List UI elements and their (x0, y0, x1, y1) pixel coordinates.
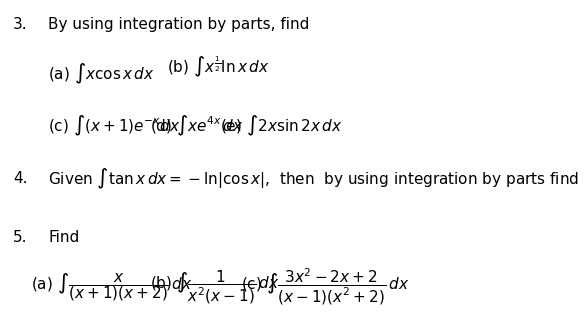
Text: (d) $\int xe^{4x}\, dx$: (d) $\int xe^{4x}\, dx$ (150, 114, 244, 138)
Text: (c) $\int (x+1)e^{-x}dx$: (c) $\int (x+1)e^{-x}dx$ (48, 114, 181, 138)
Text: 4.: 4. (14, 171, 28, 186)
Text: (b) $\int x^{\frac{1}{2}}\ln x\, dx$: (b) $\int x^{\frac{1}{2}}\ln x\, dx$ (167, 55, 270, 80)
Text: Find: Find (48, 230, 79, 245)
Text: By using integration by parts, find: By using integration by parts, find (48, 17, 309, 32)
Text: (a) $\int x\cos x\, dx$: (a) $\int x\cos x\, dx$ (48, 62, 155, 86)
Text: (b) $\int \dfrac{1}{x^{2}(x-1)}\, dx$: (b) $\int \dfrac{1}{x^{2}(x-1)}\, dx$ (150, 268, 279, 306)
Text: 5.: 5. (14, 230, 28, 245)
Text: (a) $\int \dfrac{x}{(x+1)(x+2)}\, dx$: (a) $\int \dfrac{x}{(x+1)(x+2)}\, dx$ (31, 271, 192, 303)
Text: 3.: 3. (14, 17, 28, 32)
Text: Given $\int \tan x\, dx = -\ln|\cos x|$,  then  by using integration by parts fi: Given $\int \tan x\, dx = -\ln|\cos x|$,… (48, 167, 587, 191)
Text: (c) $\int \dfrac{3x^{2}-2x+2}{(x-1)(x^{2}+2)}\, dx$: (c) $\int \dfrac{3x^{2}-2x+2}{(x-1)(x^{2… (241, 267, 409, 307)
Text: (e) $\int 2x\sin 2x\, dx$: (e) $\int 2x\sin 2x\, dx$ (220, 114, 342, 138)
